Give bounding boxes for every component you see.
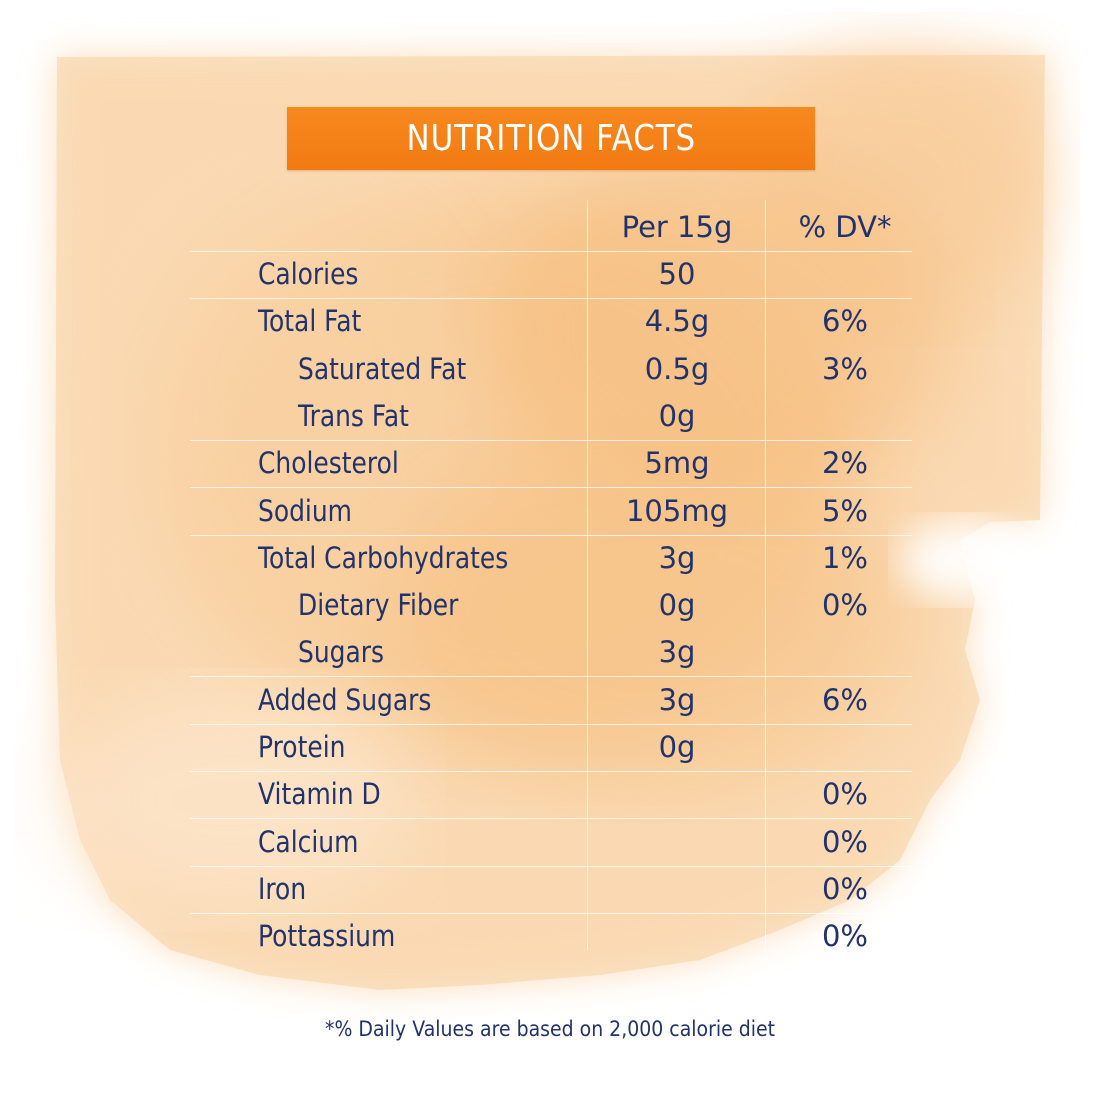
header-daily-value: % DV* [798,210,892,244]
nutrient-label: Vitamin D [258,777,381,812]
nutrient-label: Added Sugars [258,682,432,717]
nutrient-label: Sugars [298,635,384,670]
footnote: *% Daily Values are based on 2,000 calor… [0,1017,1100,1041]
nutrient-amount: 0.5g [644,351,710,386]
nutrient-daily-value: 3% [821,351,868,386]
nutrient-daily-value: 5% [821,493,868,528]
title-banner: NUTRITION FACTS [287,107,815,170]
nutrient-daily-value: 6% [821,304,868,339]
nutrient-amount: 3g [658,635,696,670]
footnote-text: *% Daily Values are based on 2,000 calor… [324,1017,776,1041]
nutrient-label: Calories [258,257,359,291]
row-divider [190,818,912,819]
nutrient-label: Total Fat [258,304,362,339]
nutrient-daily-value: 6% [821,682,868,717]
row-divider [190,487,912,488]
row-divider [190,298,912,299]
page-title: NUTRITION FACTS [406,118,696,159]
row-divider [190,440,912,441]
nutrient-label: Calcium [258,824,359,859]
nutrient-daily-value: 0% [821,588,868,623]
nutrient-label: Cholesterol [258,446,399,481]
row-divider [190,913,912,914]
nutrient-label: Trans Fat [298,398,409,433]
nutrient-daily-value: 0% [821,777,868,812]
nutrient-label: Iron [258,871,307,906]
nutrient-label: Protein [258,730,346,764]
nutrient-amount: 3g [658,682,696,717]
column-divider-dv [765,200,766,950]
nutrient-amount: 0g [658,588,696,623]
nutrient-amount: 5mg [644,446,710,481]
nutrient-label: Sodium [258,493,352,528]
column-divider-amount [587,200,588,950]
nutrient-label: Dietary Fiber [298,588,459,623]
nutrient-amount: 50 [658,257,696,291]
row-divider [190,676,912,677]
nutrient-amount: 105mg [625,493,728,528]
nutrient-daily-value: 1% [821,540,868,575]
nutrient-daily-value: 0% [821,919,868,954]
row-divider [190,771,912,772]
nutrient-label: Saturated Fat [298,351,467,386]
nutrient-amount: 4.5g [644,304,710,339]
nutrient-daily-value: 0% [821,824,868,859]
row-divider [190,251,912,252]
nutrient-amount: 0g [658,398,696,433]
nutrient-label: Total Carbohydrates [258,540,509,575]
nutrient-label: Pottassium [258,919,396,954]
header-per-serving: Per 15g [621,210,733,244]
nutrient-amount: 0g [658,730,696,764]
nutrient-amount: 3g [658,540,696,575]
row-divider [190,866,912,867]
nutrient-daily-value: 0% [821,871,868,906]
row-divider [190,535,912,536]
row-divider [190,724,912,725]
nutrient-daily-value: 2% [821,446,868,481]
